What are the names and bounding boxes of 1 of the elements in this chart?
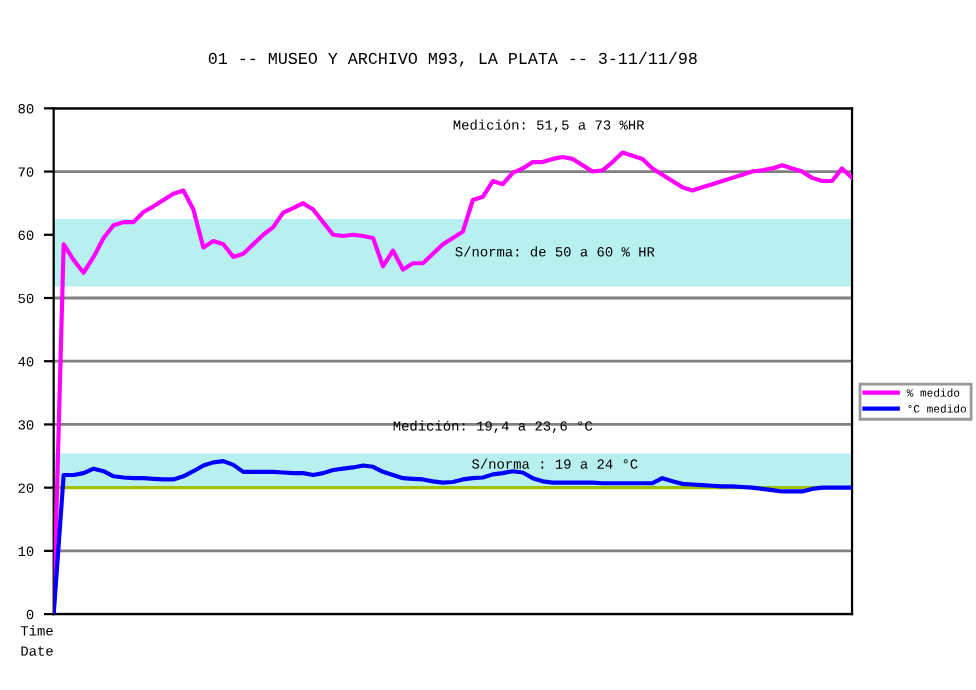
chart-title: 01 -- MUSEO Y ARCHIVO M93, LA PLATA -- 3-11/11/98 — [208, 51, 697, 67]
